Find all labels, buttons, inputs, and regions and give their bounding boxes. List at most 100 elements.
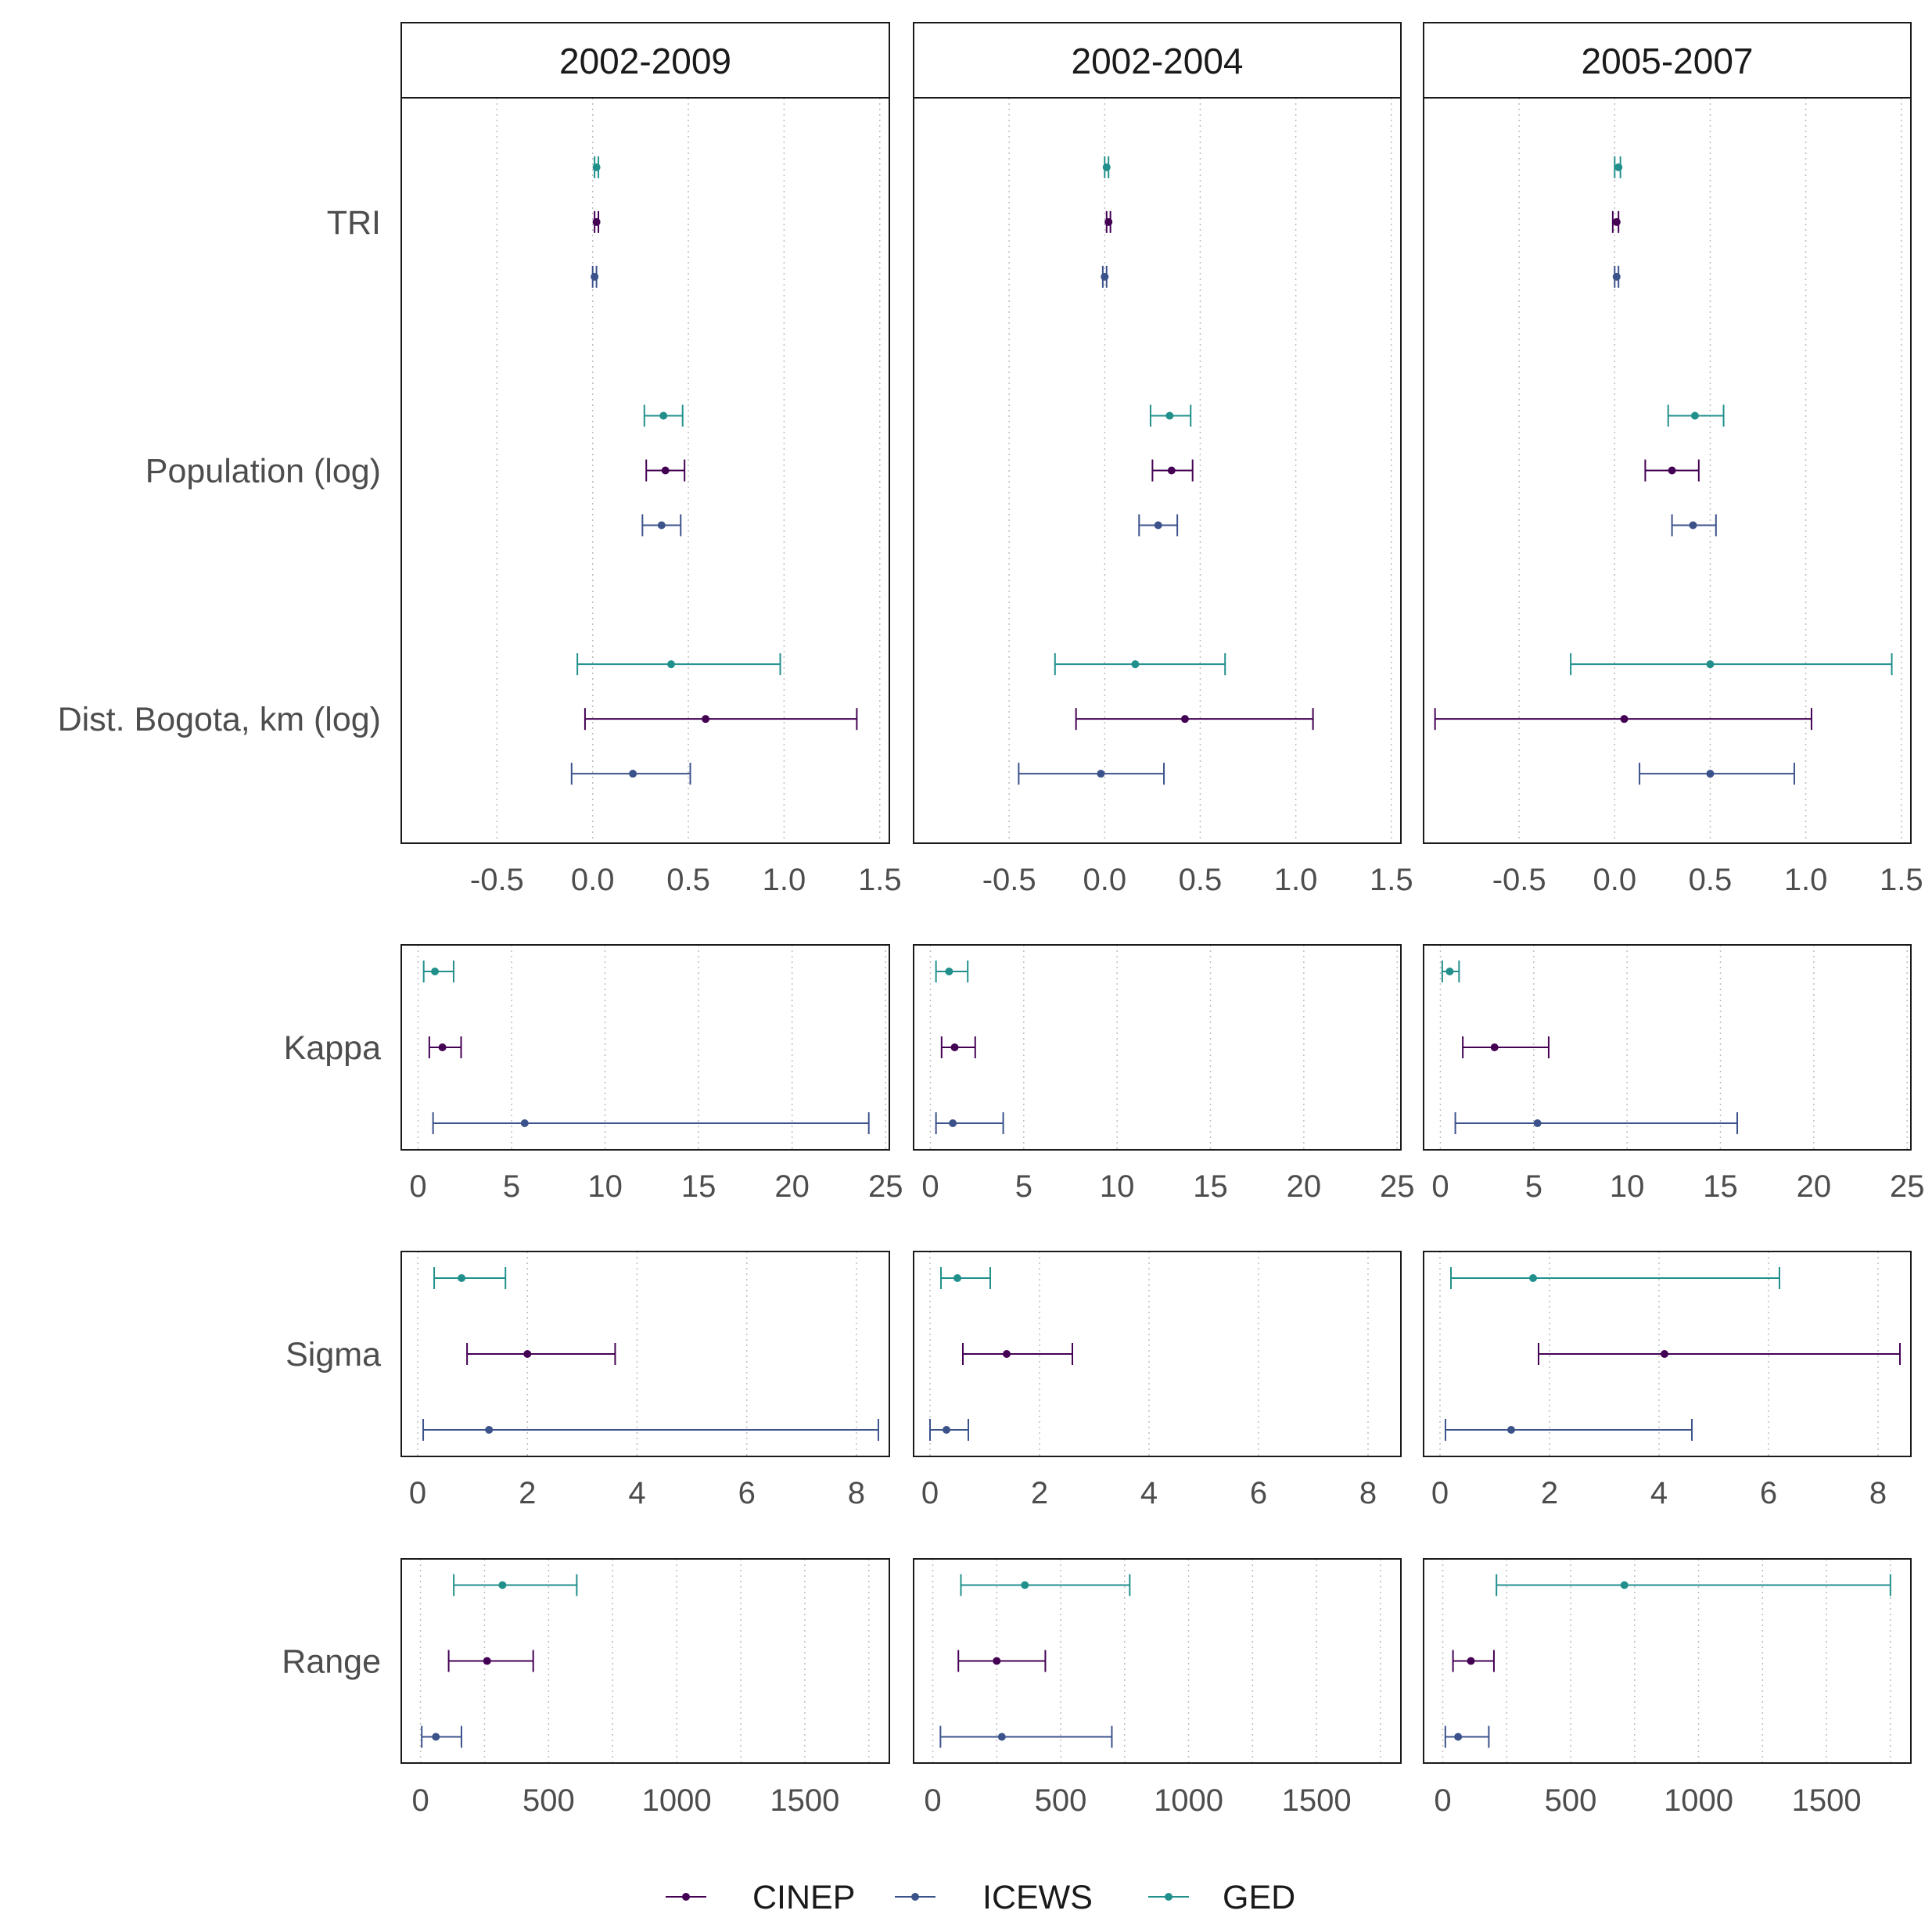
x-tick-label: 1500	[1792, 1783, 1862, 1818]
x-tick-label: 4	[1650, 1476, 1668, 1510]
point-estimate	[520, 1119, 529, 1127]
x-tick-label: 25	[1890, 1169, 1925, 1204]
panel-border	[913, 97, 1402, 844]
point-estimate	[1154, 521, 1162, 530]
x-tick-label: 2	[1031, 1476, 1048, 1510]
x-tick-label: 0	[1431, 1476, 1449, 1510]
facet-title: 2002-2009	[559, 41, 731, 81]
point-estimate	[1167, 466, 1176, 475]
x-tick-label: 0.5	[666, 863, 710, 897]
point-estimate	[438, 1043, 447, 1051]
point-estimate	[1612, 272, 1621, 281]
point-estimate	[1668, 466, 1676, 475]
facet-strip	[913, 22, 1402, 99]
x-tick-label: 5	[503, 1169, 520, 1204]
x-tick-label: 0	[409, 1169, 426, 1204]
x-tick-label: 1.0	[1784, 863, 1828, 897]
point-estimate	[702, 715, 710, 724]
x-tick-label: 0	[1434, 1783, 1451, 1818]
point-estimate	[945, 968, 953, 975]
point-estimate	[1661, 1350, 1668, 1358]
point-estimate	[1706, 660, 1715, 669]
legend-key-point	[1165, 1893, 1172, 1901]
x-tick-label: 0.0	[1083, 863, 1127, 897]
point-estimate	[943, 1426, 950, 1434]
point-estimate	[458, 1274, 466, 1282]
point-estimate	[1021, 1581, 1029, 1589]
point-estimate	[657, 521, 666, 530]
point-estimate	[523, 1350, 532, 1358]
point-estimate	[1445, 968, 1454, 975]
x-tick-label: 0.0	[571, 863, 615, 897]
point-estimate	[1180, 715, 1189, 724]
point-estimate	[432, 1733, 440, 1741]
point-estimate	[993, 1657, 1001, 1665]
panel-border	[913, 944, 1402, 1151]
row-label: Dist. Bogota, km (log)	[58, 701, 381, 738]
x-tick-label: 1000	[642, 1783, 712, 1818]
x-tick-label: 0.5	[1179, 863, 1223, 897]
x-tick-label: 10	[1100, 1169, 1135, 1204]
point-estimate	[1529, 1274, 1537, 1282]
point-estimate	[592, 217, 601, 226]
panel-border	[913, 1558, 1402, 1764]
point-estimate	[1165, 411, 1174, 420]
x-tick-label: 1000	[1154, 1783, 1223, 1818]
panel-border	[913, 1251, 1402, 1457]
x-tick-label: 0	[411, 1783, 429, 1818]
point-estimate	[1706, 770, 1715, 778]
point-estimate	[661, 466, 670, 475]
x-tick-label: 4	[628, 1476, 645, 1510]
x-tick-label: 6	[738, 1476, 756, 1510]
x-tick-label: 10	[587, 1169, 623, 1204]
x-tick-label: 1.5	[1370, 863, 1413, 897]
point-estimate	[997, 1733, 1006, 1741]
facet-strip	[1423, 22, 1912, 99]
x-tick-label: 0.0	[1593, 863, 1637, 897]
x-tick-label: 0	[924, 1783, 941, 1818]
panel-border	[400, 97, 890, 844]
x-tick-label: 8	[848, 1476, 865, 1510]
row-label: Kappa	[284, 1029, 381, 1067]
x-tick-label: 15	[681, 1169, 716, 1204]
panel-border	[400, 944, 890, 1151]
point-estimate	[485, 1426, 494, 1434]
x-tick-label: -0.5	[470, 863, 524, 897]
x-tick-label: -0.5	[1492, 863, 1546, 897]
x-tick-label: 25	[868, 1169, 903, 1204]
row-label: Sigma	[285, 1336, 381, 1374]
panel-border	[1423, 944, 1912, 1151]
x-tick-label: 20	[774, 1169, 810, 1204]
panel-border	[1423, 1558, 1912, 1764]
legend-label: GED	[1223, 1879, 1295, 1916]
point-estimate	[1131, 660, 1140, 669]
point-estimate	[1614, 163, 1623, 171]
facet-title: 2005-2007	[1582, 41, 1754, 81]
x-tick-label: 0.5	[1689, 863, 1733, 897]
x-tick-label: 500	[523, 1783, 575, 1818]
panel-border	[1423, 1251, 1912, 1457]
point-estimate	[431, 968, 440, 975]
point-estimate	[1454, 1733, 1463, 1741]
x-tick-label: 2	[1541, 1476, 1558, 1510]
point-estimate	[1533, 1119, 1542, 1127]
point-estimate	[1104, 217, 1113, 226]
x-tick-label: 1.0	[763, 863, 806, 897]
point-estimate	[592, 163, 601, 171]
point-estimate	[1690, 411, 1699, 420]
x-tick-label: 1.0	[1274, 863, 1318, 897]
x-tick-label: 20	[1797, 1169, 1832, 1204]
x-tick-label: 1.5	[1880, 863, 1923, 897]
point-estimate	[953, 1274, 961, 1282]
legend-label: ICEWS	[982, 1879, 1093, 1916]
point-estimate	[659, 411, 668, 420]
x-tick-label: 10	[1610, 1169, 1645, 1204]
x-tick-label: -0.5	[982, 863, 1036, 897]
x-tick-label: 4	[1140, 1476, 1158, 1510]
x-tick-label: 0	[921, 1169, 939, 1204]
x-tick-label: 1500	[770, 1783, 839, 1818]
x-tick-label: 20	[1287, 1169, 1322, 1204]
point-estimate	[498, 1581, 507, 1589]
point-estimate	[1097, 770, 1105, 778]
